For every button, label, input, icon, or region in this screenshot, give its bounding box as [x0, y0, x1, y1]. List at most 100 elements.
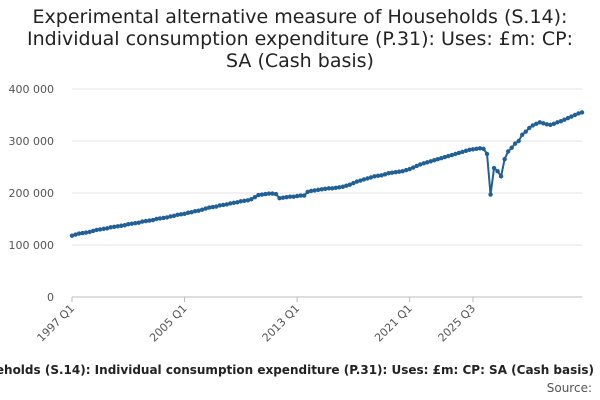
data-point[interactable] [382, 172, 388, 177]
data-point[interactable] [270, 191, 275, 196]
data-point[interactable] [224, 202, 229, 207]
data-point[interactable] [316, 187, 321, 193]
data-point[interactable] [534, 121, 539, 127]
data-point[interactable] [467, 147, 472, 153]
data-point[interactable] [379, 173, 384, 178]
data-point[interactable] [196, 208, 201, 213]
data-point[interactable] [252, 194, 258, 200]
data-point[interactable] [558, 119, 564, 124]
data-point[interactable] [189, 210, 194, 215]
data-point[interactable] [361, 177, 367, 182]
data-point[interactable] [421, 161, 426, 166]
data-point[interactable] [442, 154, 448, 160]
data-point[interactable] [365, 176, 370, 181]
data-point[interactable] [249, 197, 254, 202]
data-point[interactable] [484, 151, 490, 157]
data-point[interactable] [104, 226, 110, 231]
data-point[interactable] [386, 171, 391, 176]
data-point[interactable] [94, 227, 99, 233]
data-point[interactable] [579, 110, 585, 115]
data-point[interactable] [389, 170, 395, 175]
data-point[interactable] [284, 194, 289, 200]
data-point[interactable] [294, 193, 300, 199]
data-point[interactable] [428, 159, 433, 164]
data-point[interactable] [358, 178, 363, 183]
data-point[interactable] [520, 132, 525, 137]
data-point[interactable] [80, 230, 85, 236]
data-point[interactable] [470, 147, 476, 152]
data-point[interactable] [291, 194, 296, 199]
data-point[interactable] [565, 115, 571, 121]
data-point[interactable] [115, 224, 120, 229]
data-point[interactable] [372, 174, 377, 179]
data-point[interactable] [273, 191, 279, 197]
data-point[interactable] [90, 228, 96, 234]
data-point[interactable] [203, 206, 208, 211]
data-point[interactable] [129, 221, 134, 226]
data-point[interactable] [147, 218, 152, 223]
data-point[interactable] [396, 169, 402, 174]
data-point[interactable] [280, 195, 286, 200]
data-point[interactable] [551, 121, 557, 127]
data-point[interactable] [544, 122, 550, 127]
data-point[interactable] [287, 194, 293, 199]
data-point[interactable] [210, 204, 215, 210]
data-point[interactable] [221, 202, 226, 208]
data-point[interactable] [119, 223, 124, 228]
data-point[interactable] [523, 129, 528, 134]
data-point[interactable] [154, 216, 159, 222]
data-point[interactable] [171, 213, 177, 219]
data-point[interactable] [505, 149, 511, 154]
data-point[interactable] [410, 165, 416, 170]
data-point[interactable] [330, 186, 335, 191]
data-point[interactable] [182, 211, 187, 216]
data-point[interactable] [453, 151, 458, 157]
data-point[interactable] [541, 121, 546, 126]
data-point[interactable] [418, 162, 423, 167]
data-point[interactable] [347, 182, 353, 187]
data-point[interactable] [256, 192, 261, 198]
data-point[interactable] [126, 222, 131, 227]
data-point[interactable] [108, 225, 113, 230]
data-point[interactable] [312, 188, 317, 193]
data-point[interactable] [319, 187, 324, 192]
data-point[interactable] [481, 146, 486, 151]
data-point[interactable] [460, 149, 465, 155]
data-point[interactable] [393, 170, 398, 175]
data-point[interactable] [439, 155, 444, 161]
data-point[interactable] [97, 227, 103, 232]
data-point[interactable] [502, 157, 507, 162]
data-point[interactable] [446, 153, 451, 159]
data-point[interactable] [308, 188, 314, 194]
data-point[interactable] [101, 226, 106, 232]
data-point[interactable] [337, 185, 342, 190]
data-point[interactable] [435, 157, 440, 162]
data-point[interactable] [69, 233, 75, 238]
data-point[interactable] [498, 174, 504, 179]
data-point[interactable] [527, 125, 532, 131]
data-point[interactable] [576, 111, 581, 116]
data-point[interactable] [199, 207, 205, 212]
data-point[interactable] [333, 185, 338, 190]
data-point[interactable] [133, 220, 138, 226]
data-point[interactable] [122, 223, 127, 228]
data-point[interactable] [217, 203, 222, 208]
data-point[interactable] [432, 158, 437, 163]
data-point[interactable] [136, 220, 142, 225]
data-point[interactable] [242, 198, 247, 203]
data-point[interactable] [259, 192, 265, 197]
data-point[interactable] [192, 209, 198, 214]
data-point[interactable] [214, 204, 219, 209]
data-point[interactable] [185, 210, 191, 215]
data-point[interactable] [491, 165, 497, 171]
data-point[interactable] [168, 214, 173, 219]
data-point[interactable] [537, 120, 542, 125]
data-point[interactable] [354, 179, 360, 184]
data-point[interactable] [83, 230, 89, 235]
data-point[interactable] [407, 166, 412, 172]
data-point[interactable] [245, 198, 251, 203]
data-point[interactable] [206, 205, 212, 210]
data-point[interactable] [326, 186, 331, 191]
data-point[interactable] [323, 186, 328, 192]
data-point[interactable] [157, 216, 163, 221]
